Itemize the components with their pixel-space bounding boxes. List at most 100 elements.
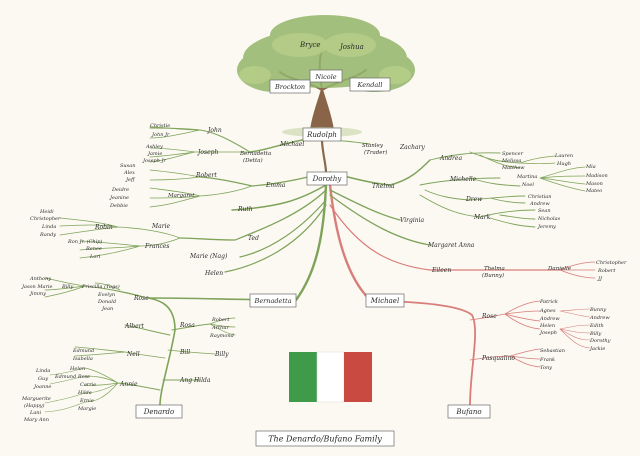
label-carrie: Carrie	[80, 382, 96, 388]
label-andrew-se: Andrew	[539, 316, 560, 322]
label-randy: Randy	[39, 232, 56, 238]
label-ron-jr: Ron Jr. (Chip)	[67, 238, 102, 245]
label-jean: Jean	[101, 306, 113, 312]
box-bernadetta	[249, 293, 297, 308]
label-denardo: Denardo	[143, 408, 174, 416]
label-melissa: Melissa	[501, 158, 521, 164]
label-frank: Frank	[539, 357, 555, 363]
label-margie: Margie	[77, 406, 96, 412]
label-margaret-anna: Margaret Anna	[427, 242, 475, 249]
label-jimmy: Jimmy	[29, 291, 46, 297]
label-bill: Bill	[179, 349, 190, 356]
label-noel: Noel	[521, 182, 534, 188]
label-andrew2-se: Andrew	[589, 315, 610, 321]
label-jeanine: Jeanine	[109, 195, 129, 201]
label-ernie: Ernie	[79, 398, 94, 404]
label-mateo: Mateo	[585, 188, 602, 194]
w-branch-labels: Ruth Ted Marie Robin Heidi Christopher L…	[30, 206, 259, 277]
se-branch-labels: Rose Patrick Agnes Andrew Helen Joseph B…	[481, 299, 611, 371]
label-matthew: Matthew	[501, 165, 525, 171]
label-joseph-jr: Joseph Jr	[142, 158, 167, 164]
label-hugh: Hugh	[556, 161, 571, 167]
label-renee: Renee	[85, 246, 102, 252]
nw-branch-labels: Michael Bernadetta (Detta) Stanley (Trad…	[109, 123, 425, 209]
label-andrea: Andrea	[439, 155, 462, 162]
label-nicole: Nicole	[314, 73, 336, 81]
label-madison: Madison	[585, 173, 608, 179]
label-nw-detta: (Detta)	[243, 157, 263, 164]
title-box	[255, 430, 395, 447]
label-jeff: Jeff	[125, 177, 136, 183]
label-arthur: Arthur	[211, 325, 229, 331]
label-bernadetta: Bernadetta	[254, 297, 292, 305]
label-helen-w: Helen	[204, 270, 223, 277]
box-nicole	[309, 69, 343, 83]
label-joanne: Joanne	[33, 384, 51, 390]
label-hilda: Hilda	[77, 390, 92, 396]
tree-illustration	[237, 15, 415, 137]
label-helen-sw: Helen	[69, 366, 85, 372]
label-jamie: Jamie	[147, 151, 162, 157]
label-jackie: Jackie	[589, 346, 605, 352]
label-edith: Edith	[589, 323, 604, 329]
label-alex: Alex	[123, 170, 135, 176]
label-nw-bernadetta: Bernadetta	[239, 151, 271, 157]
label-mia: Mia	[585, 164, 596, 170]
box-brockton	[269, 79, 311, 94]
branches	[44, 126, 596, 413]
label-edmund: Edmund	[72, 348, 94, 354]
label-kendall: Kendall	[357, 81, 383, 89]
label-robert-sw: Robert	[211, 317, 230, 323]
label-joshua: Joshua	[338, 43, 364, 51]
label-marguerite: Marguerite	[21, 396, 51, 402]
label-ted: Ted	[248, 235, 259, 242]
label-andrew-e: Andrew	[529, 201, 550, 207]
label-rosa: Rosa	[179, 322, 195, 329]
label-ang-hilda: Ang Hilda	[179, 377, 211, 384]
label-albert: Albert	[124, 323, 145, 330]
label-john-jr: John Jr	[151, 132, 170, 138]
label-deidre: Deidre	[111, 187, 129, 193]
label-nw-stanley: Stanley	[362, 143, 384, 149]
box-dorothy	[306, 171, 348, 186]
box-kendall	[349, 77, 391, 92]
label-danielle: Danielle	[547, 266, 572, 272]
label-mark: Mark	[473, 214, 491, 221]
label-bunny-se: Bunny	[589, 307, 606, 313]
label-thelma: Thelma	[372, 183, 395, 190]
label-robert: Robert	[195, 172, 217, 179]
box-denardo	[135, 404, 183, 419]
label-priscilla: Priscilla (Tags)	[81, 283, 120, 290]
label-michael: Michael	[370, 297, 399, 305]
label-ruth: Ruth	[237, 206, 253, 213]
label-christie: Christie	[150, 123, 170, 129]
label-michelle: Michelle	[449, 176, 477, 183]
label-joseph-se: Joseph	[539, 330, 557, 336]
label-lauren: Lauren	[554, 153, 573, 159]
label-robin: Robin	[94, 224, 113, 231]
label-helen-se: Helen	[539, 323, 555, 329]
label-susan: Susan	[120, 163, 135, 169]
label-drew: Drew	[465, 196, 483, 203]
label-mary-ann: Mary Ann	[23, 417, 49, 423]
label-nicholas: Nicholas	[537, 216, 561, 222]
label-lori: Lori	[89, 254, 101, 260]
label-virginia: Virginia	[400, 217, 425, 224]
flag-red-stripe	[344, 352, 372, 402]
label-nell: Nell	[126, 351, 140, 358]
label-bunny: (Bunny)	[482, 272, 504, 279]
label-martina: Martina	[516, 174, 537, 180]
label-anthony: Anthony	[29, 276, 51, 282]
label-patrick: Patrick	[539, 299, 558, 305]
label-brockton: Brockton	[274, 83, 305, 91]
box-michael	[365, 293, 405, 308]
label-raymond: Raymond	[209, 333, 234, 339]
label-bryce: Bryce	[299, 41, 321, 49]
label-mason: Mason	[585, 181, 603, 187]
label-edmund-rose: Edmund Rose	[54, 374, 90, 380]
label-thelma-bunny: Thelma	[484, 266, 505, 272]
label-john: John	[206, 127, 222, 134]
label-billy-sw: Billy	[61, 284, 73, 290]
label-sean: Sean	[538, 208, 551, 214]
